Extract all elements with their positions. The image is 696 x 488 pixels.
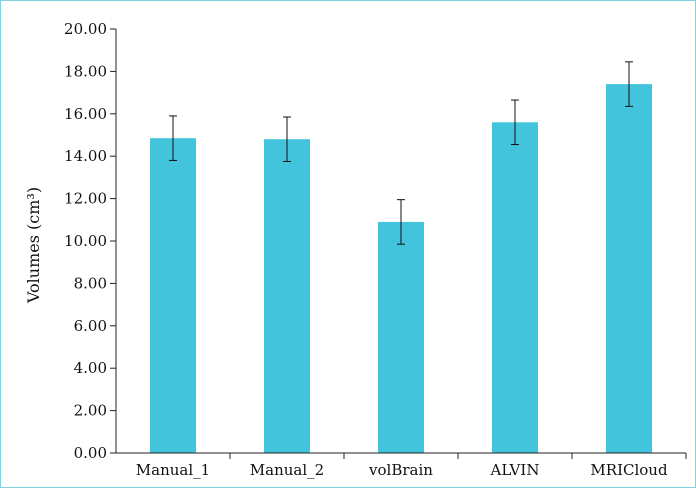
bar	[264, 139, 310, 454]
y-tick-label: 18.00	[64, 62, 107, 80]
y-tick-label: 6.00	[74, 317, 107, 335]
y-tick-label: 4.00	[74, 359, 107, 377]
x-tick-label: MRICloud	[590, 461, 668, 479]
y-tick-label: 10.00	[64, 232, 107, 250]
y-axis-title: Volumes (cm³)	[24, 187, 43, 304]
bar	[492, 122, 538, 453]
x-tick-label: Manual_2	[250, 461, 324, 479]
y-tick-label: 2.00	[74, 402, 107, 420]
bars-group	[150, 84, 652, 454]
x-tick-label: Manual_1	[136, 461, 210, 479]
y-tick-label: 8.00	[74, 274, 107, 292]
y-tick-label: 14.00	[64, 147, 107, 165]
x-tick-label: volBrain	[368, 461, 433, 479]
error-bars-group	[169, 61, 633, 245]
y-tick-label: 20.00	[64, 20, 107, 38]
y-tick-label: 12.00	[64, 190, 107, 208]
y-tick-label: 0.00	[74, 444, 107, 462]
y-tick-label: 16.00	[64, 105, 107, 123]
axes-group: 0.00 2.00 4.00 6.00 8.00 10.00 12.00 14.00 16.00…	[64, 20, 687, 479]
bar	[606, 84, 652, 454]
x-tick-label: ALVIN	[490, 461, 540, 479]
bar	[150, 138, 196, 453]
bar	[378, 221, 424, 453]
